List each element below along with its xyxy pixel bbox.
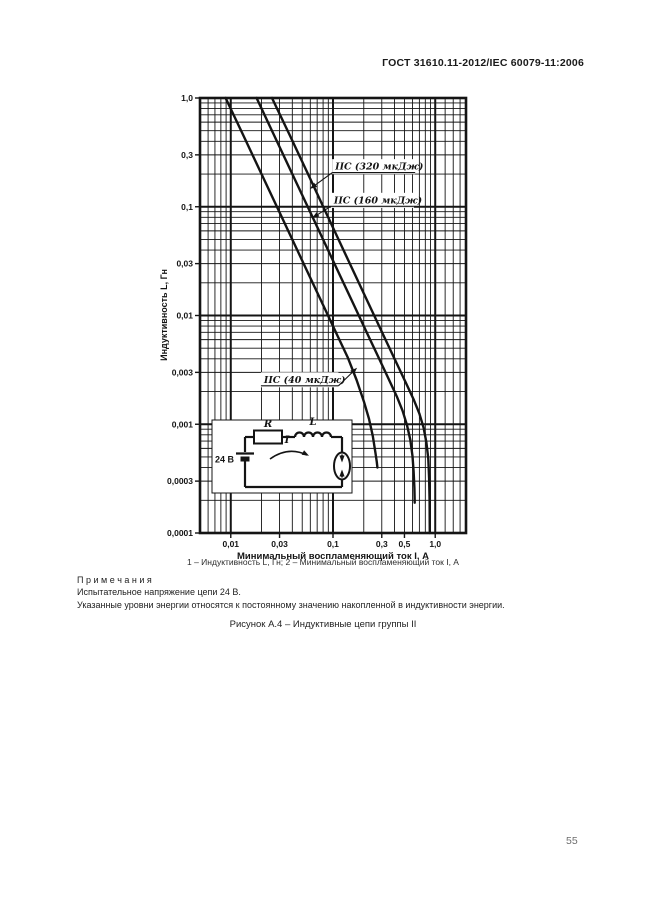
y-tick-label: 0,001 xyxy=(172,419,194,429)
inductor-label: L xyxy=(308,417,316,428)
inductor-symbol xyxy=(293,431,333,438)
y-tick-label: 0,0001 xyxy=(167,528,193,538)
notes-block: П р и м е ч а н и я Испытательное напряж… xyxy=(77,574,607,611)
axis-titles: Минимальный воспламеняющий ток I, А Индук… xyxy=(159,269,429,562)
y-axis-title: Индуктивность L, Гн xyxy=(159,269,169,361)
x-tick-label: 0,5 xyxy=(399,539,411,549)
x-axis-title: Минимальный воспламеняющий ток I, А xyxy=(237,551,429,562)
ignition-curves xyxy=(224,96,431,535)
y-tick-label: 0,01 xyxy=(176,311,193,321)
y-tick-label: 1,0 xyxy=(181,93,193,103)
axis-ticks-and-labels: 0,01 0,03 0,1 0,3 0,5 1,0 1,0 0,3 0,1 0,03 0,01 0,0… xyxy=(167,93,441,549)
notes-title: П р и м е ч а н и я xyxy=(77,575,152,585)
battery-voltage-label: 24 В xyxy=(215,455,235,465)
battery-symbol xyxy=(236,452,254,462)
x-tick-label: 0,03 xyxy=(271,539,288,549)
x-tick-label: 0,1 xyxy=(327,539,339,549)
curve-label: IIC (320 мкДж) xyxy=(334,162,423,173)
resistor-label: R xyxy=(263,419,272,430)
curve-40uJ xyxy=(224,96,379,469)
page-header: ГОСТ 31610.11-2012/IEC 60079-11:2006 xyxy=(382,57,584,69)
y-tick-label: 0,003 xyxy=(172,367,194,377)
figure-a4-chart: 24 В R L I IIC (320 мкДж) IIC (160 мкДж) IIC (… xyxy=(150,85,490,570)
resistor-symbol xyxy=(253,429,283,445)
figure-legend: 1 – Индуктивность L, Гн; 2 – Минимальный… xyxy=(187,557,459,567)
curve-label: IIC (160 мкДж) xyxy=(333,195,422,206)
x-tick-label: 1,0 xyxy=(429,539,441,549)
inset-circuit: 24 В R L I xyxy=(211,417,353,494)
note-line-2: Указанные уровни энергии относятся к пос… xyxy=(77,599,505,610)
figure-caption: Рисунок А.4 – Индуктивные цепи группы II xyxy=(229,619,417,630)
y-tick-label: 0,03 xyxy=(176,259,193,269)
curve-label: IIC (40 мкДж) xyxy=(263,375,346,386)
spark-gap-symbol xyxy=(333,451,351,481)
x-tick-label: 0,01 xyxy=(222,539,239,549)
x-tick-label: 0,3 xyxy=(376,539,388,549)
curve-160uJ xyxy=(255,96,416,504)
page-number: 55 xyxy=(566,835,578,847)
y-tick-label: 0,1 xyxy=(181,202,193,212)
curve-labels: IIC (320 мкДж) IIC (160 мкДж) IIC (40 мкДж… xyxy=(260,159,423,388)
note-line-1: Испытательное напряжение цепи 24 В. xyxy=(77,587,241,598)
y-tick-label: 0,3 xyxy=(181,150,193,160)
y-tick-label: 0,0003 xyxy=(167,476,193,486)
current-label: I xyxy=(284,435,290,446)
curve-320uJ xyxy=(270,96,431,535)
